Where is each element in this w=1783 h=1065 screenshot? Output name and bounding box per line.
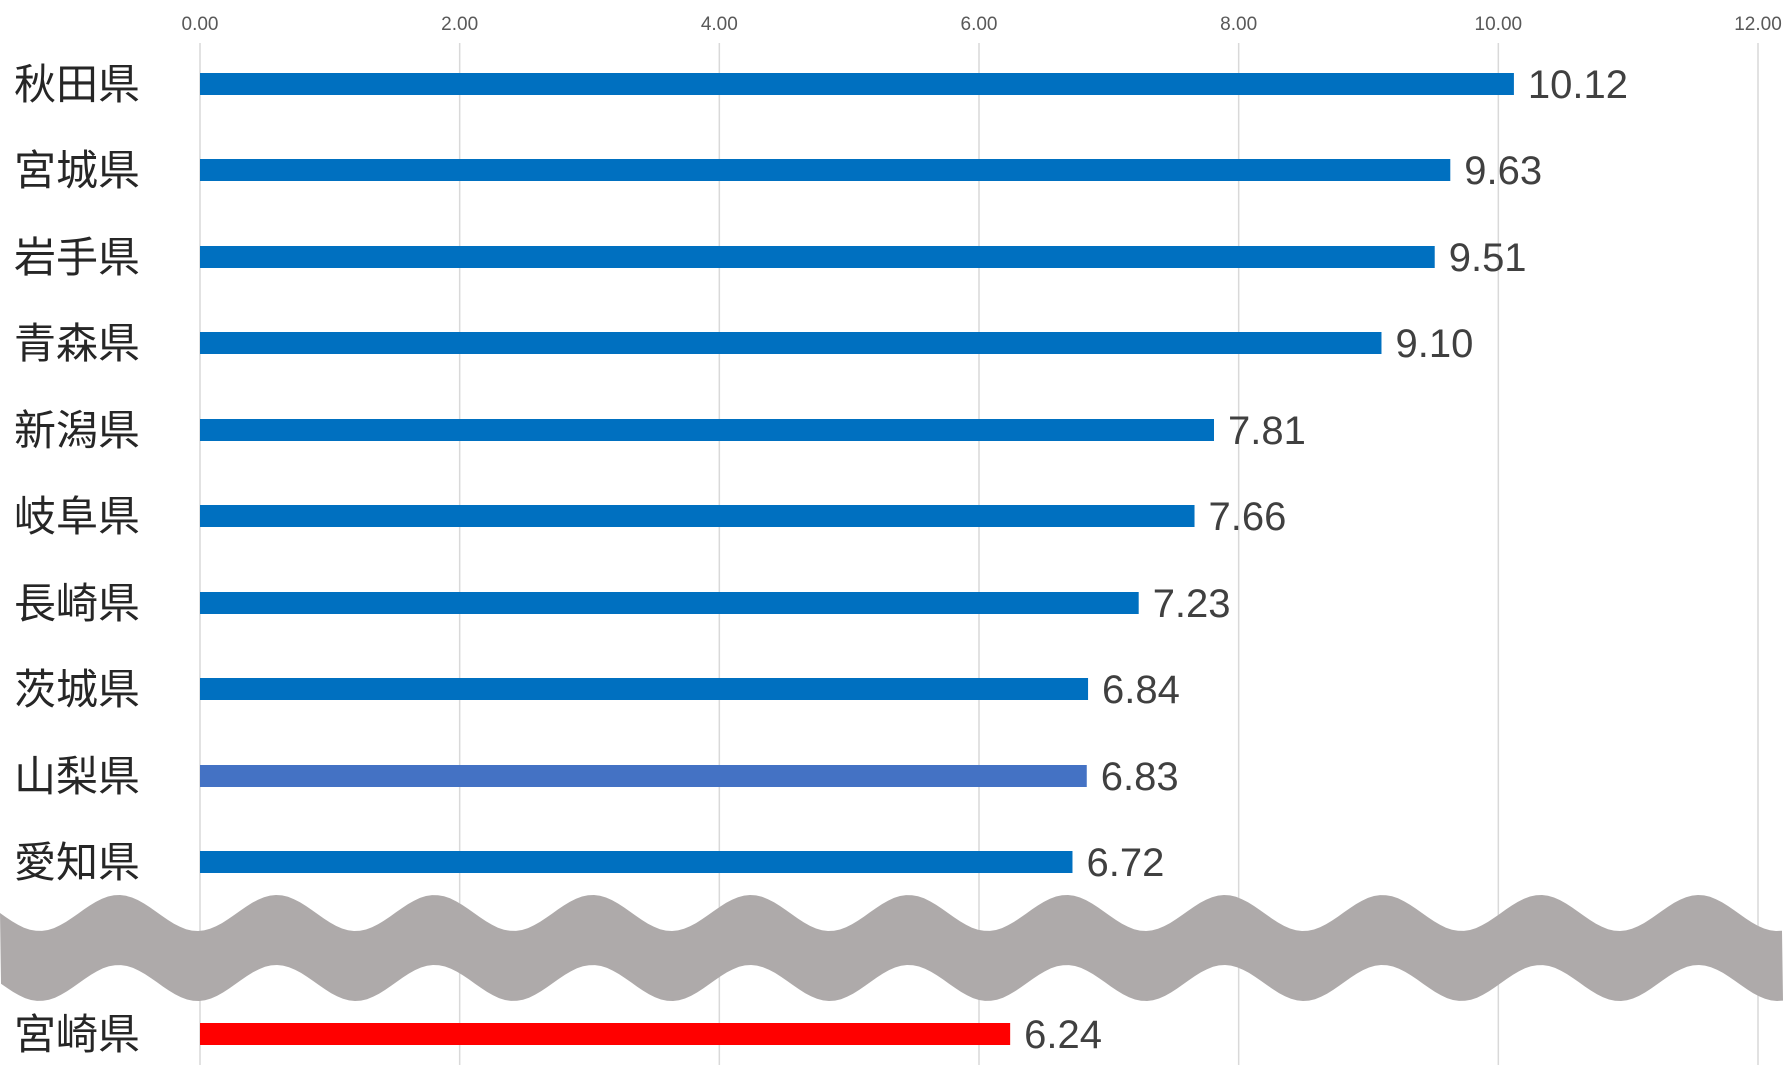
bar xyxy=(200,246,1435,268)
bar xyxy=(200,592,1139,614)
category-label: 岐阜県 xyxy=(14,492,140,541)
value-label: 9.10 xyxy=(1395,322,1473,366)
value-label: 6.83 xyxy=(1101,755,1179,799)
x-tick-label: 10.00 xyxy=(1475,14,1523,35)
x-tick-label: 8.00 xyxy=(1220,14,1257,35)
bar xyxy=(200,678,1089,700)
gridlines xyxy=(199,43,1759,1065)
category-label: 山梨県 xyxy=(14,752,140,801)
axis-break-wave xyxy=(0,895,1783,1001)
category-label: 岩手県 xyxy=(14,233,140,282)
category-label: 青森県 xyxy=(14,319,140,368)
bar xyxy=(200,419,1214,441)
value-label: 6.72 xyxy=(1086,841,1164,885)
value-label: 10.12 xyxy=(1528,63,1628,107)
bar xyxy=(200,1023,1011,1045)
bar xyxy=(200,851,1073,873)
bars xyxy=(200,73,1514,1045)
bar xyxy=(200,73,1514,95)
value-label: 9.51 xyxy=(1449,236,1527,280)
value-label: 7.23 xyxy=(1153,582,1231,626)
category-label: 宮城県 xyxy=(14,146,140,195)
category-label: 新潟県 xyxy=(14,406,140,455)
value-label: 6.84 xyxy=(1102,668,1180,712)
category-label: 長崎県 xyxy=(14,579,140,628)
x-tick-label: 2.00 xyxy=(441,14,478,35)
value-label: 7.66 xyxy=(1209,495,1287,539)
value-label: 9.63 xyxy=(1464,149,1542,193)
bar xyxy=(200,505,1195,527)
category-label: 秋田県 xyxy=(14,60,140,109)
x-tick-label: 4.00 xyxy=(701,14,738,35)
x-axis-ticks: 0.00 2.00 4.00 6.00 8.00 10.00 12.00 xyxy=(182,14,1782,35)
bar xyxy=(200,332,1382,354)
value-label: 6.24 xyxy=(1024,1013,1102,1057)
category-label: 宮崎県 xyxy=(14,1010,140,1059)
axis-break xyxy=(0,895,1783,1001)
value-label: 7.81 xyxy=(1228,409,1306,453)
x-tick-label: 12.00 xyxy=(1734,14,1782,35)
x-tick-label: 6.00 xyxy=(961,14,998,35)
value-labels: 10.12 9.63 9.51 9.10 7.81 7.66 7.23 6.84 6.83 6.7… xyxy=(1024,63,1628,1057)
category-label: 愛知県 xyxy=(14,838,140,887)
x-tick-label: 0.00 xyxy=(182,14,219,35)
bar xyxy=(200,765,1087,787)
category-label: 茨城県 xyxy=(14,665,140,714)
bar xyxy=(200,159,1451,181)
